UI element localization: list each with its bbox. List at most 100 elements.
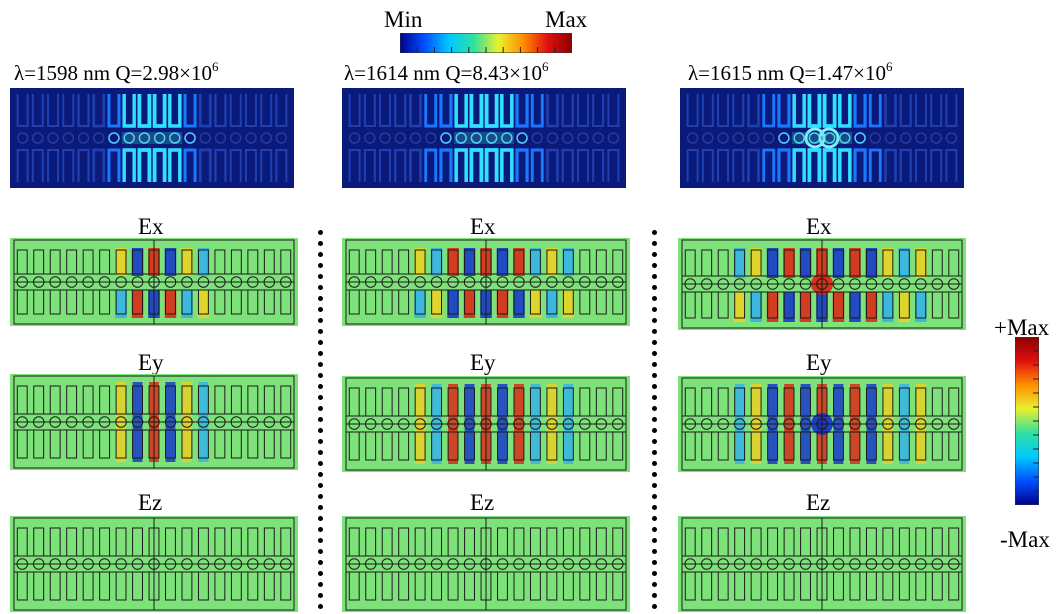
resonator-fin — [822, 94, 837, 128]
separator-dot — [652, 472, 657, 477]
air-hole — [607, 132, 620, 144]
resonator-fin — [469, 94, 484, 128]
air-hole — [430, 418, 443, 430]
separator-dot — [318, 505, 323, 510]
resonator-fin — [198, 148, 212, 182]
air-hole — [463, 558, 476, 570]
air-hole — [348, 558, 361, 570]
separator-dot — [652, 329, 657, 334]
resonator-fin — [500, 94, 514, 128]
air-hole — [32, 132, 44, 144]
air-hole — [181, 416, 193, 428]
air-hole — [98, 416, 111, 428]
field-lobe — [463, 248, 476, 276]
resonator-fin — [122, 148, 136, 182]
resonator-fin — [717, 149, 730, 182]
air-hole — [263, 416, 276, 428]
air-hole — [513, 558, 525, 570]
resonator-fin — [31, 149, 44, 182]
air-hole — [684, 558, 697, 570]
field-lobe — [783, 292, 795, 322]
separator-dot — [318, 428, 323, 433]
air-hole — [595, 558, 608, 570]
separator-dot — [652, 505, 657, 510]
air-hole — [899, 132, 912, 144]
ez-label-1: Ez — [138, 490, 163, 515]
air-hole — [930, 132, 942, 144]
air-hole — [279, 416, 292, 428]
air-hole — [275, 132, 288, 144]
ex-label-3: Ex — [806, 214, 832, 239]
resonator-fin — [439, 148, 453, 182]
air-hole — [766, 278, 779, 290]
separator-dot — [652, 384, 657, 389]
air-hole — [153, 132, 166, 144]
air-hole — [799, 558, 812, 570]
air-hole — [931, 558, 944, 570]
separator-dot — [652, 593, 657, 598]
field-lobe — [529, 248, 542, 276]
air-hole — [49, 416, 61, 428]
air-hole — [915, 132, 927, 144]
air-hole — [931, 418, 944, 430]
resonator-fin — [275, 94, 288, 127]
air-hole — [579, 276, 591, 288]
air-hole — [684, 278, 697, 290]
resonator-fin — [732, 148, 745, 182]
air-hole — [414, 276, 426, 288]
resonator-fin — [260, 149, 273, 182]
air-hole — [611, 418, 624, 430]
air-hole — [184, 132, 196, 144]
ez-field-map-1 — [10, 516, 298, 612]
resonator-fin — [260, 94, 273, 127]
resonator-fin — [363, 149, 376, 182]
air-hole — [869, 132, 882, 144]
resonator-fin — [930, 94, 943, 127]
air-hole — [108, 132, 120, 144]
ey-label-3: Ey — [806, 350, 832, 375]
field-lobe — [447, 290, 459, 318]
air-hole — [131, 416, 144, 428]
air-hole — [854, 132, 866, 144]
air-hole — [279, 276, 292, 288]
separator-dot — [318, 417, 323, 422]
air-hole — [531, 132, 544, 144]
air-hole — [115, 276, 127, 288]
air-hole — [348, 418, 361, 430]
air-hole — [214, 132, 227, 144]
resonator-fin — [47, 149, 60, 182]
separator-dot — [652, 483, 657, 488]
separator-dot — [652, 538, 657, 543]
separator-dot — [652, 395, 657, 400]
separator-dot — [318, 263, 323, 268]
air-hole — [263, 276, 276, 288]
resonator-fin — [777, 94, 791, 128]
air-hole — [230, 558, 243, 570]
air-hole — [915, 418, 927, 430]
ez-field-map-3 — [678, 516, 966, 612]
air-hole — [750, 558, 762, 570]
resonator-fin — [152, 94, 167, 128]
air-hole — [931, 278, 944, 290]
air-hole — [32, 558, 45, 570]
air-hole — [898, 278, 911, 290]
separator-dot — [318, 274, 323, 279]
air-hole — [381, 276, 393, 288]
air-hole — [766, 418, 779, 430]
air-hole — [778, 132, 790, 144]
separator-dot — [652, 461, 657, 466]
column-separator-1 — [318, 230, 324, 614]
air-hole — [364, 276, 377, 288]
separator-dot — [652, 571, 657, 576]
air-hole — [247, 276, 259, 288]
side-colorbar-max-label: +Max — [994, 315, 1050, 340]
air-hole — [516, 132, 528, 144]
air-hole — [199, 132, 212, 144]
air-hole — [364, 558, 377, 570]
air-hole — [138, 132, 151, 144]
air-hole — [430, 276, 443, 288]
resonator-fin — [561, 94, 574, 128]
column-separator-2 — [652, 230, 658, 614]
air-hole — [595, 276, 608, 288]
resonator-fin — [198, 94, 212, 128]
